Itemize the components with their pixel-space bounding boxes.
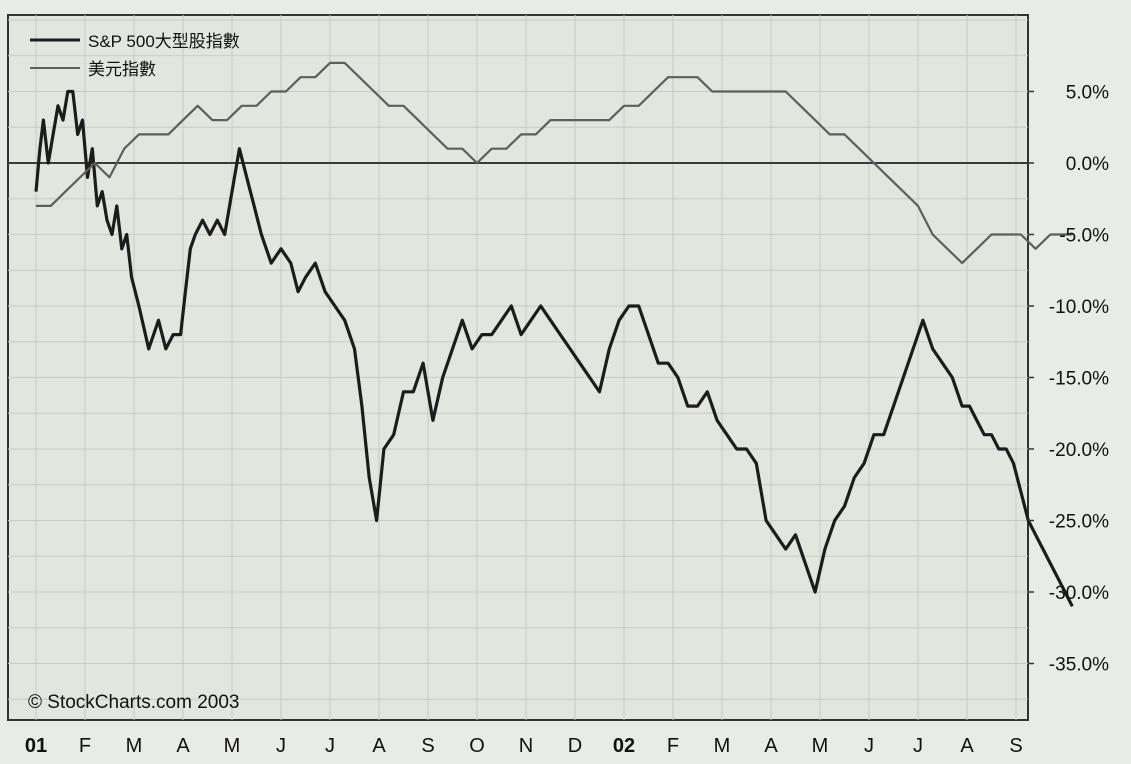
x-tick-label: S xyxy=(1009,735,1022,757)
x-tick-label: N xyxy=(519,735,533,757)
y-tick-label: -30.0% xyxy=(1049,583,1109,604)
legend-label-sp500: S&P 500大型股指數 xyxy=(88,32,240,51)
series-line-usd xyxy=(36,61,1073,265)
x-tick-label: S xyxy=(421,735,434,757)
y-tick-label: -15.0% xyxy=(1049,369,1109,390)
x-axis-tick-labels: 01 F M A M J J A S O N D 02 F M A M J J A S xyxy=(25,735,1023,757)
x-tick-label: J xyxy=(913,735,923,757)
x-tick-label: J xyxy=(864,735,874,757)
y-tick-label: -5.0% xyxy=(1059,226,1109,247)
x-tick-label: A xyxy=(372,735,386,757)
x-tick-label: M xyxy=(224,735,241,757)
x-tick-label: D xyxy=(568,735,582,757)
plot-area xyxy=(7,14,1029,721)
x-tick-label: A xyxy=(960,735,974,757)
x-tick-label: 01 xyxy=(25,735,47,757)
x-tick-label: O xyxy=(469,735,485,757)
series-line-sp500 xyxy=(34,89,1074,608)
series-layer xyxy=(34,61,1074,608)
legend: S&P 500大型股指數 美元指數 xyxy=(30,32,240,79)
x-tick-label: A xyxy=(176,735,190,757)
x-tick-label: J xyxy=(325,735,335,757)
y-tick-label: -35.0% xyxy=(1049,655,1109,676)
y-tick-label: 0.0% xyxy=(1066,154,1109,175)
x-tick-label: M xyxy=(812,735,829,757)
legend-label-usd: 美元指數 xyxy=(88,60,156,79)
y-tick-label: -10.0% xyxy=(1049,297,1109,318)
x-tick-label: M xyxy=(714,735,731,757)
watermark-text: © StockCharts.com 2003 xyxy=(28,692,239,713)
x-tick-label: F xyxy=(79,735,91,757)
y-tick-label: -20.0% xyxy=(1049,440,1109,461)
x-tick-label: F xyxy=(667,735,679,757)
y-axis-tick-labels: 5.0% 0.0% -5.0% -10.0% -15.0% -20.0% -25.0% -30… xyxy=(1028,83,1109,676)
y-tick-label: 5.0% xyxy=(1066,83,1109,104)
x-tick-label: J xyxy=(276,735,286,757)
x-tick-label: M xyxy=(126,735,143,757)
y-tick-label: -25.0% xyxy=(1049,512,1109,533)
x-tick-label: A xyxy=(764,735,778,757)
x-tick-label: 02 xyxy=(613,735,635,757)
